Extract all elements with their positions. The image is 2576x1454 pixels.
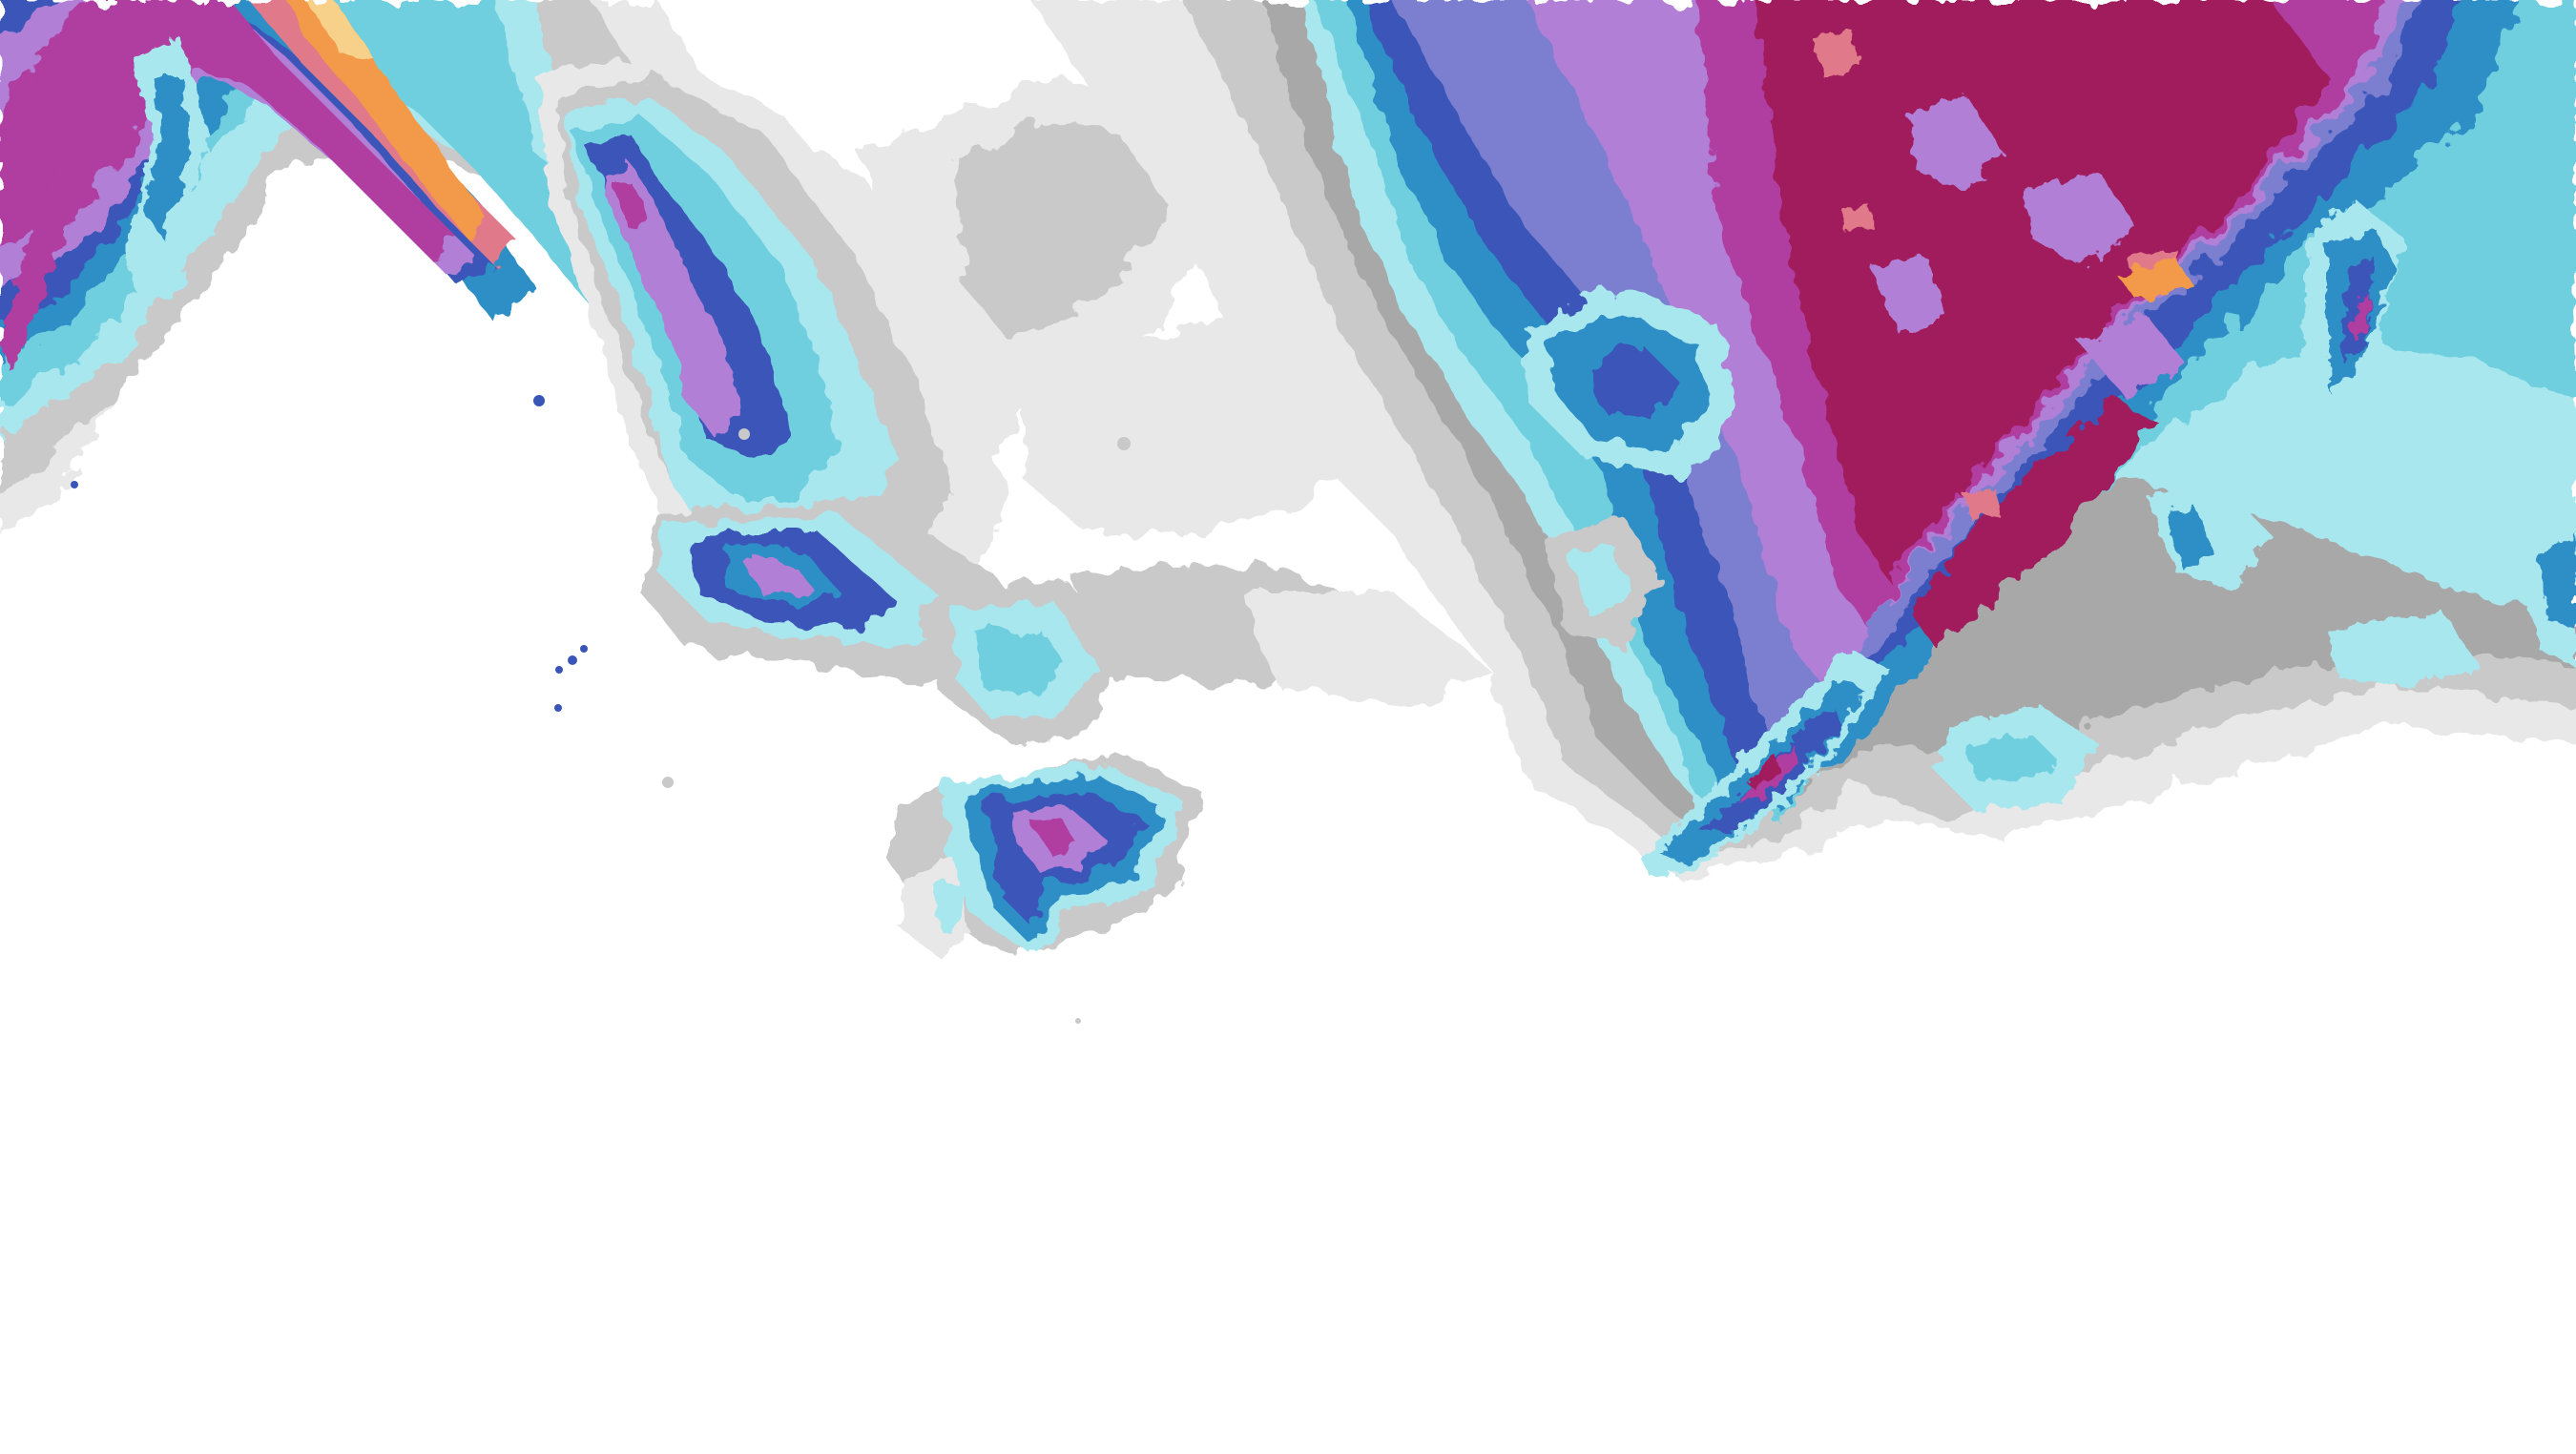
right-core-texture [1813,29,2194,520]
far-right-streaks [1937,200,2576,811]
right-system [1030,0,2576,878]
right-tail [1641,649,1889,878]
right-mid-pocket [1527,286,1736,649]
cluster-mid-2 [935,582,1126,744]
middle-left-cluster [534,57,1011,630]
left-streak [0,19,210,372]
cluster-lower [887,754,1202,954]
